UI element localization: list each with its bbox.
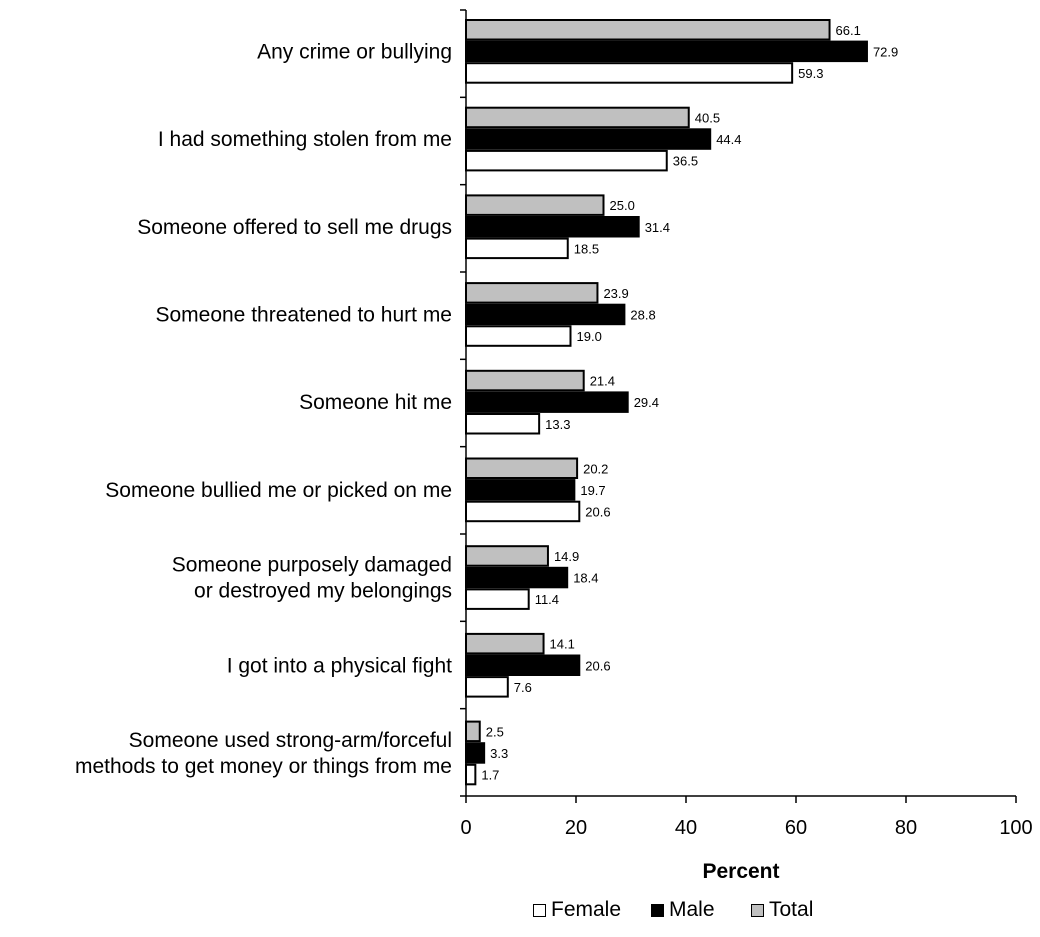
value-label-female: 18.5	[574, 241, 599, 256]
legend-label-female: Female	[551, 898, 622, 921]
category-label: Someone offered to sell me drugs	[137, 216, 452, 239]
x-tick-label: 100	[999, 817, 1032, 839]
value-label-female: 20.6	[585, 504, 610, 519]
category-label: Someone bullied me or picked on me	[105, 479, 452, 502]
x-tick-label: 40	[675, 817, 697, 839]
x-tick-label: 80	[895, 817, 917, 839]
value-label-male: 29.4	[634, 395, 659, 410]
legend-label-total: Total	[769, 898, 814, 921]
bar-female	[465, 325, 572, 347]
x-tick-label: 20	[565, 817, 587, 839]
value-label-total: 2.5	[486, 724, 504, 739]
bar-female	[465, 676, 509, 698]
value-label-female: 1.7	[481, 768, 499, 783]
bar-chart: 66.1 72.9 59.3 Any crime or bullying 40.5 44.…	[75, 9, 1033, 883]
value-label-female: 19.0	[577, 329, 602, 344]
legend-swatch-male	[651, 903, 664, 917]
bar-male	[465, 128, 712, 150]
value-label-total: 20.2	[583, 461, 608, 476]
category-label: or destroyed my belongings	[194, 580, 452, 603]
value-label-total: 25.0	[610, 198, 635, 213]
value-label-male: 31.4	[645, 220, 670, 235]
value-label-male: 72.9	[873, 44, 898, 59]
bar-male	[465, 742, 486, 764]
category-label: Any crime or bullying	[257, 40, 452, 63]
value-label-male: 3.3	[490, 746, 508, 761]
value-label-total: 40.5	[695, 110, 720, 125]
category-label: I got into a physical fight	[227, 654, 452, 677]
x-tick-label: 60	[785, 817, 807, 839]
bar-female	[465, 763, 477, 786]
x-tick-label: 0	[460, 817, 471, 839]
bar-male	[465, 303, 626, 326]
value-label-total: 66.1	[836, 23, 861, 38]
legend-swatch-total	[751, 903, 764, 917]
value-label-male: 20.6	[585, 658, 610, 673]
category-label: Someone purposely damaged	[172, 554, 452, 577]
value-label-male: 28.8	[630, 307, 655, 322]
value-label-female: 36.5	[673, 154, 698, 169]
bar-male	[465, 566, 569, 589]
legend-item-female: Female	[533, 898, 621, 922]
bar-female	[465, 149, 668, 172]
legend: Female Male Total	[0, 898, 1040, 934]
bar-male	[465, 391, 629, 413]
category-label: Someone hit me	[299, 391, 452, 414]
value-label-female: 11.4	[535, 592, 559, 607]
legend-swatch-female	[533, 903, 546, 917]
bar-total	[465, 720, 481, 743]
bar-female	[465, 500, 581, 523]
value-label-total: 14.9	[554, 549, 579, 564]
category-label: Someone used strong-arm/forceful	[129, 729, 452, 752]
bar-total	[465, 457, 579, 479]
bar-male	[465, 216, 640, 238]
value-label-female: 7.6	[514, 680, 532, 695]
bar-total	[465, 106, 690, 129]
value-label-male: 18.4	[573, 571, 598, 586]
category-label: I had something stolen from me	[158, 128, 452, 151]
bar-total	[465, 19, 831, 41]
bar-male	[465, 40, 868, 63]
value-label-female: 13.3	[545, 417, 570, 432]
bar-female	[465, 588, 530, 610]
category-label: methods to get money or things from me	[75, 755, 452, 778]
legend-item-total: Total	[751, 898, 813, 922]
value-label-total: 21.4	[590, 374, 615, 389]
bar-male	[465, 479, 576, 501]
bar-female	[465, 237, 569, 260]
bar-male	[465, 654, 581, 676]
value-label-total: 23.9	[603, 286, 628, 301]
value-label-male: 19.7	[580, 483, 605, 498]
bar-total	[465, 369, 585, 392]
bar-female	[465, 413, 541, 435]
bar-female	[465, 62, 794, 84]
bar-total	[465, 632, 545, 655]
category-label: Someone threatened to hurt me	[155, 303, 452, 326]
legend-label-male: Male	[669, 898, 715, 921]
value-label-male: 44.4	[716, 132, 741, 147]
bar-total	[465, 545, 549, 567]
value-label-total: 14.1	[550, 637, 575, 652]
x-axis-title: Percent	[702, 860, 779, 883]
value-label-female: 59.3	[798, 66, 823, 81]
bar-total	[465, 282, 599, 304]
legend-item-male: Male	[651, 898, 715, 922]
bar-total	[465, 194, 605, 216]
